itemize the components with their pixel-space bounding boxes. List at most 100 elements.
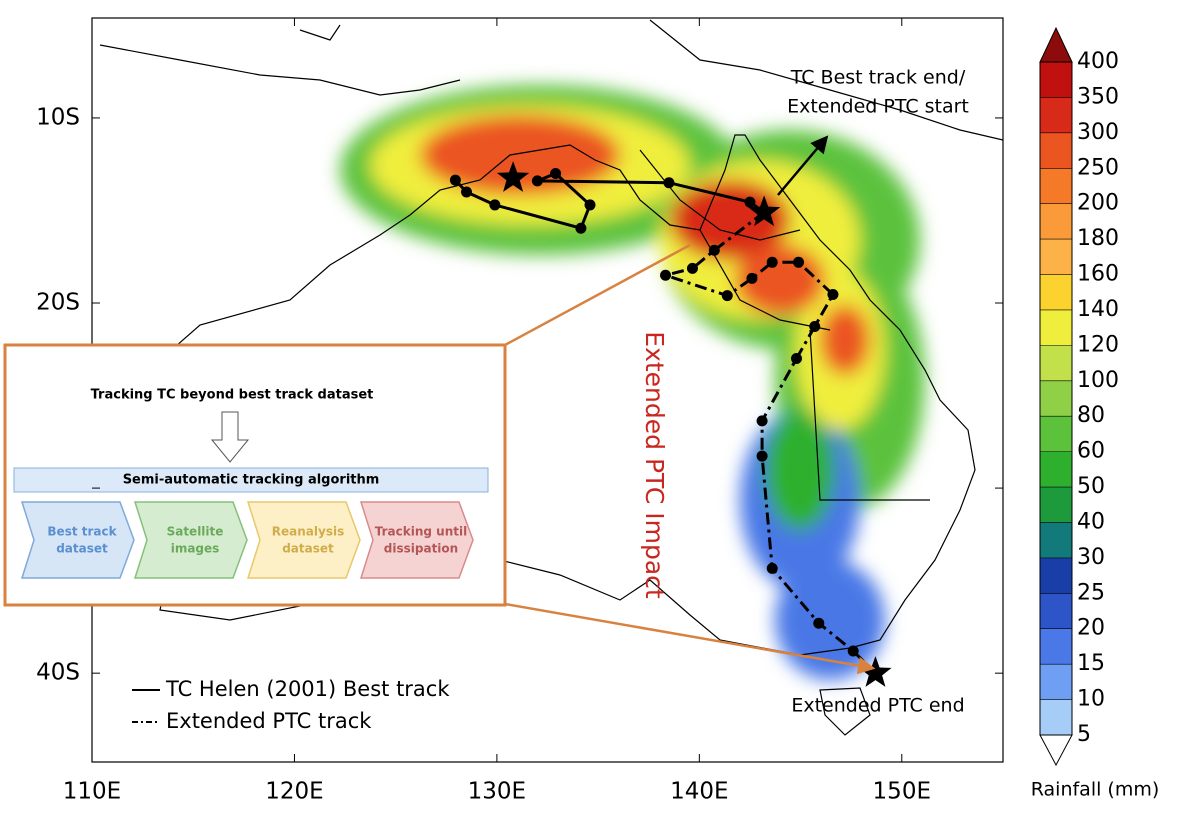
track-star <box>859 656 892 687</box>
step-chevron <box>246 501 361 579</box>
colorbar-band <box>1040 274 1072 310</box>
track-point <box>663 177 675 189</box>
inset-title: Tracking TC beyond best track dataset <box>91 388 374 403</box>
colorbar-label: 160 <box>1077 262 1119 287</box>
track-point <box>550 167 562 179</box>
colorbar-band <box>1040 664 1072 700</box>
inset: Tracking TC beyond best track dataset Se… <box>3 343 507 607</box>
track-star <box>496 161 530 192</box>
track-point <box>660 269 672 281</box>
track-point <box>449 174 461 186</box>
inset-arrow <box>210 411 250 463</box>
track-point <box>809 321 821 333</box>
colorbar-band <box>1040 62 1072 98</box>
colorbar-band <box>1040 97 1072 133</box>
track-point <box>721 290 733 302</box>
x-tick-label: 120E <box>265 779 323 805</box>
step-label: dissipation <box>384 542 458 556</box>
tracks <box>449 161 892 687</box>
colorbar-label: 20 <box>1077 616 1105 641</box>
colorbar-label: 60 <box>1077 439 1105 464</box>
colorbar: 5 10 15 20 25 30 40 50 60 80 100 120 140 160 180 200 250… <box>1039 26 1119 767</box>
annotation: Extended PTC end <box>791 695 964 717</box>
track-point <box>575 222 587 234</box>
algorithm-title: Semi-automatic tracking algorithm <box>123 473 380 488</box>
annotation: Extended PTC start <box>787 96 969 118</box>
step-chevron <box>20 501 135 579</box>
y-tick-label: 40S <box>36 660 80 686</box>
annotation: TC Best track end/ <box>790 67 966 89</box>
colorbar-band <box>1040 380 1072 417</box>
track-point <box>793 256 805 268</box>
colorbar-title: Rainfall (mm) <box>1031 779 1160 801</box>
y-tick-label: 10S <box>36 104 80 130</box>
colorbar-band <box>1040 416 1072 452</box>
step-label: images <box>171 542 220 556</box>
track-point <box>766 562 778 574</box>
x-tick-label: 110E <box>63 779 121 805</box>
legend-entry: TC Helen (2001) Best track <box>165 677 450 701</box>
inset-connector <box>504 243 691 347</box>
step-label: Tracking until <box>375 525 467 539</box>
colorbar-label: 40 <box>1077 509 1105 534</box>
track-point <box>531 175 543 187</box>
colorbar-label: 200 <box>1077 191 1119 216</box>
colorbar-band <box>1040 132 1072 169</box>
colorbar-label: 15 <box>1077 651 1105 676</box>
colorbar-band <box>1040 628 1072 665</box>
track-point <box>827 289 839 301</box>
track-point <box>756 415 768 427</box>
colorbar-label: 140 <box>1077 297 1119 322</box>
track-point <box>708 244 720 256</box>
track-point <box>686 262 698 274</box>
step-label: Reanalysis <box>272 525 344 539</box>
track-star <box>747 195 781 227</box>
colorbar-end <box>1039 26 1073 63</box>
colorbar-label: 80 <box>1077 403 1105 428</box>
colorbar-label: 10 <box>1077 687 1105 712</box>
colorbar-band <box>1040 239 1072 275</box>
coastline <box>99 19 1003 736</box>
track-point <box>791 353 803 365</box>
colorbar-label: 400 <box>1077 49 1119 74</box>
track-point <box>766 256 778 268</box>
step-label: Satellite <box>167 525 224 539</box>
track-point <box>813 617 825 629</box>
colorbar-band <box>1040 487 1072 523</box>
inset-connector <box>504 602 876 675</box>
colorbar-band <box>1040 309 1072 346</box>
track-line <box>660 211 877 675</box>
colorbar-label: 100 <box>1077 368 1119 393</box>
colorbar-band <box>1040 451 1072 488</box>
track-point <box>756 450 768 462</box>
step-label: Best track <box>47 525 117 539</box>
y-tick-label: 20S <box>36 290 80 316</box>
colorbar-band <box>1040 557 1072 594</box>
x-tick-label: 150E <box>873 779 931 805</box>
step-chevron <box>133 501 248 579</box>
annotation-arrow <box>777 135 829 196</box>
colorbar-label: 50 <box>1077 474 1105 499</box>
colorbar-end <box>1039 734 1073 767</box>
track-line <box>454 171 765 231</box>
colorbar-band <box>1040 168 1072 204</box>
track-point <box>847 645 859 657</box>
step-label: dataset <box>56 542 108 556</box>
x-tick-label: 130E <box>468 779 526 805</box>
colorbar-label: 350 <box>1077 84 1119 109</box>
axes: 110E 120E 130E 140E 150E 10S 20S 40S <box>36 18 1003 805</box>
colorbar-band <box>1040 203 1072 240</box>
track-point <box>461 186 473 198</box>
track-point <box>584 199 596 211</box>
colorbar-band <box>1040 522 1072 558</box>
step-label: dataset <box>282 542 334 556</box>
legend-entry: Extended PTC track <box>166 709 372 733</box>
track-point <box>746 272 758 284</box>
colorbar-band <box>1040 345 1072 381</box>
track-point <box>744 196 756 208</box>
impact-label: Extended PTC Impact <box>640 331 669 599</box>
colorbar-label: 25 <box>1077 580 1105 605</box>
colorbar-band <box>1040 593 1072 629</box>
